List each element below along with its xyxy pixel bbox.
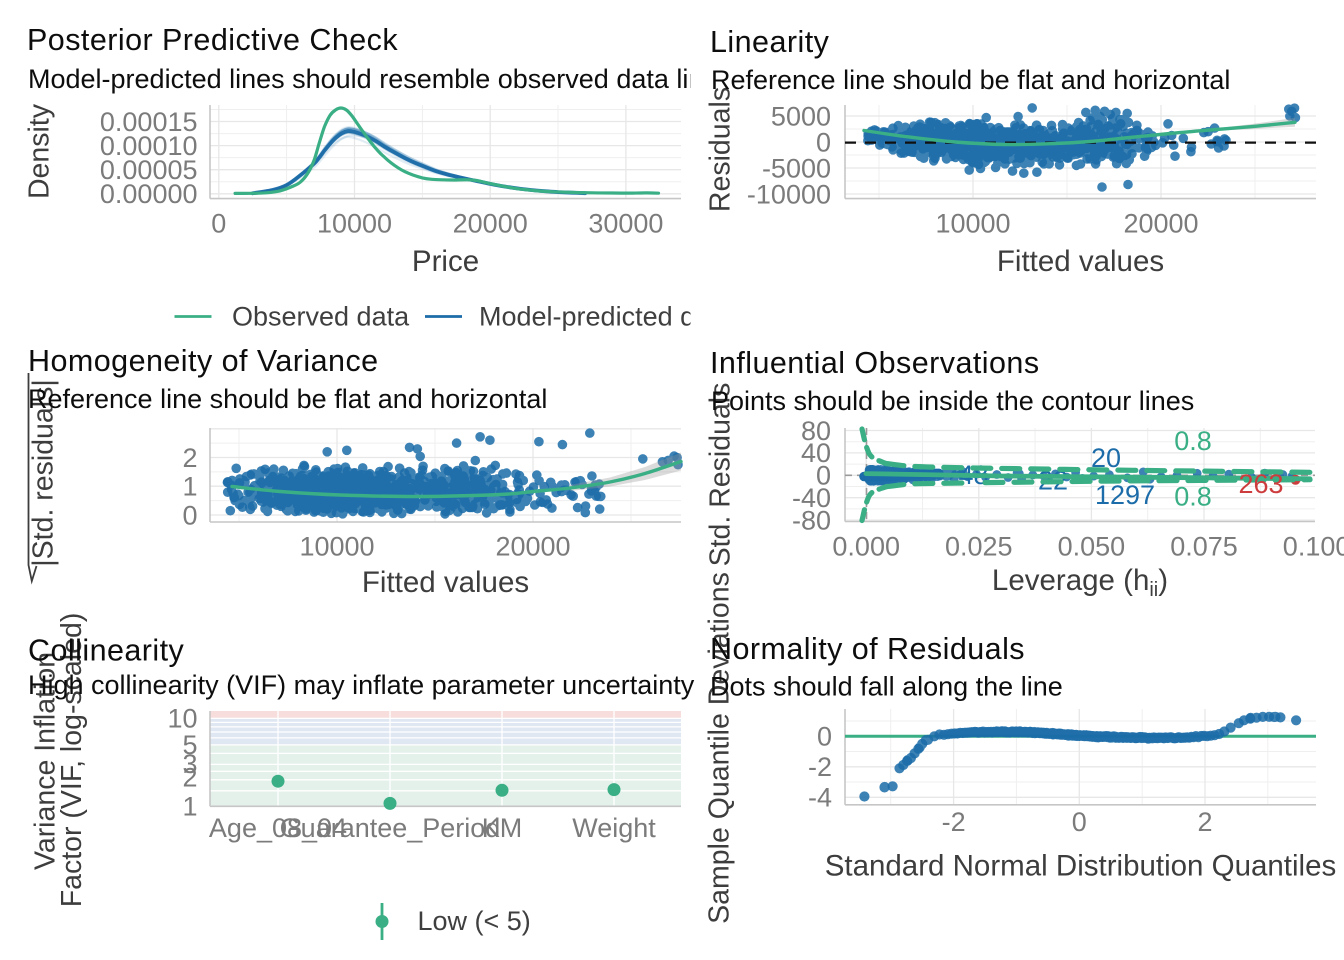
svg-text:Collinearity: Collinearity [28, 634, 185, 668]
svg-text:Model-predicted lines should r: Model-predicted lines should resemble ob… [28, 64, 732, 94]
svg-text:KM: KM [482, 813, 523, 843]
svg-text:Reference line should be flat: Reference line should be flat and horizo… [711, 65, 1230, 95]
svg-text:Age_08_04: Age_08_04 [209, 813, 347, 843]
svg-text:Leverage (hii): Leverage (hii) [992, 564, 1168, 601]
svg-text:20000: 20000 [1123, 209, 1198, 239]
svg-text:20000: 20000 [495, 532, 570, 562]
svg-text:Variance Inflation: Variance Inflation [29, 652, 61, 870]
svg-text:-2: -2 [808, 752, 832, 782]
svg-text:Homogeneity of Variance: Homogeneity of Variance [28, 344, 379, 378]
svg-text:1297: 1297 [1095, 480, 1155, 510]
svg-text:0.00005: 0.00005 [100, 155, 198, 185]
svg-text:0.8: 0.8 [1174, 426, 1212, 456]
svg-text:Fitted values: Fitted values [997, 245, 1164, 278]
svg-text:5: 5 [182, 730, 197, 760]
svg-text:10000: 10000 [317, 209, 392, 239]
svg-text:1: 1 [182, 472, 197, 502]
svg-text:Reference line should be flat: Reference line should be flat and horizo… [28, 384, 547, 414]
svg-text:0.100: 0.100 [1283, 532, 1344, 562]
svg-text:30000: 30000 [588, 209, 663, 239]
svg-text:3: 3 [182, 749, 197, 779]
svg-text:-40: -40 [792, 483, 831, 513]
svg-text:Observed data: Observed data [232, 302, 410, 332]
svg-text:10: 10 [167, 704, 197, 734]
svg-text:Standard Normal Distribution Q: Standard Normal Distribution Quantiles [825, 850, 1337, 883]
svg-text:0.025: 0.025 [945, 532, 1013, 562]
svg-text:-5000: -5000 [762, 153, 831, 183]
svg-text:20000: 20000 [453, 209, 528, 239]
svg-text:80: 80 [801, 416, 831, 446]
svg-text:0.000: 0.000 [832, 532, 900, 562]
svg-text:0.00000: 0.00000 [100, 179, 198, 209]
svg-text:Model-predicted data: Model-predicted data [479, 302, 734, 332]
svg-text:0: 0 [817, 722, 832, 752]
svg-text:2: 2 [1197, 807, 1212, 837]
svg-text:Normality of Residuals: Normality of Residuals [710, 632, 1025, 666]
svg-text:High collinearity (VIF) may in: High collinearity (VIF) may inflate para… [28, 670, 695, 700]
svg-text:0.8: 0.8 [1174, 482, 1212, 512]
svg-text:0: 0 [211, 209, 226, 239]
svg-text:0.00015: 0.00015 [100, 107, 198, 137]
svg-text:Influential Observations: Influential Observations [710, 346, 1040, 380]
svg-text:1: 1 [182, 792, 197, 822]
svg-text:Std. Residuals: Std. Residuals [705, 383, 737, 567]
svg-text:0.00010: 0.00010 [100, 131, 198, 161]
svg-text:Sample Quantile Deviations: Sample Quantile Deviations [704, 572, 736, 924]
svg-text:Linearity: Linearity [710, 25, 830, 59]
svg-text:Fitted values: Fitted values [362, 566, 529, 599]
svg-text:10000: 10000 [299, 532, 374, 562]
svg-text:40: 40 [801, 438, 831, 468]
svg-text:5000: 5000 [771, 101, 831, 131]
svg-text:0: 0 [182, 500, 197, 530]
svg-text:Residuals: Residuals [705, 87, 737, 212]
svg-text:Factor (VIF, log-scaled): Factor (VIF, log-scaled) [56, 613, 88, 908]
svg-text:-80: -80 [792, 505, 831, 535]
svg-text:-4: -4 [808, 783, 832, 813]
svg-text:Guarantee_Period: Guarantee_Period [280, 813, 501, 843]
svg-text:Price: Price [412, 245, 479, 278]
svg-text:0.050: 0.050 [1058, 532, 1126, 562]
svg-text:10000: 10000 [935, 209, 1010, 239]
svg-text:Density: Density [24, 103, 56, 199]
svg-text:Low (< 5): Low (< 5) [418, 906, 531, 936]
svg-text:Points should be inside the co: Points should be inside the contour line… [711, 386, 1194, 416]
svg-text:Posterior Predictive Check: Posterior Predictive Check [27, 23, 398, 57]
svg-text:-10000: -10000 [747, 179, 831, 209]
svg-text:-2: -2 [942, 807, 966, 837]
svg-text:263: 263 [1238, 469, 1283, 499]
svg-text:0: 0 [816, 461, 831, 491]
svg-text:20: 20 [1091, 443, 1121, 473]
svg-text:2: 2 [182, 762, 197, 792]
svg-text:0: 0 [1072, 807, 1087, 837]
svg-text:0: 0 [816, 127, 831, 157]
svg-text:|Std. residuals|: |Std. residuals| [28, 379, 60, 566]
svg-text:Dots should fall along the lin: Dots should fall along the line [710, 672, 1063, 702]
svg-text:0.075: 0.075 [1170, 532, 1238, 562]
svg-text:2: 2 [182, 443, 197, 473]
svg-text:Weight: Weight [572, 813, 656, 843]
